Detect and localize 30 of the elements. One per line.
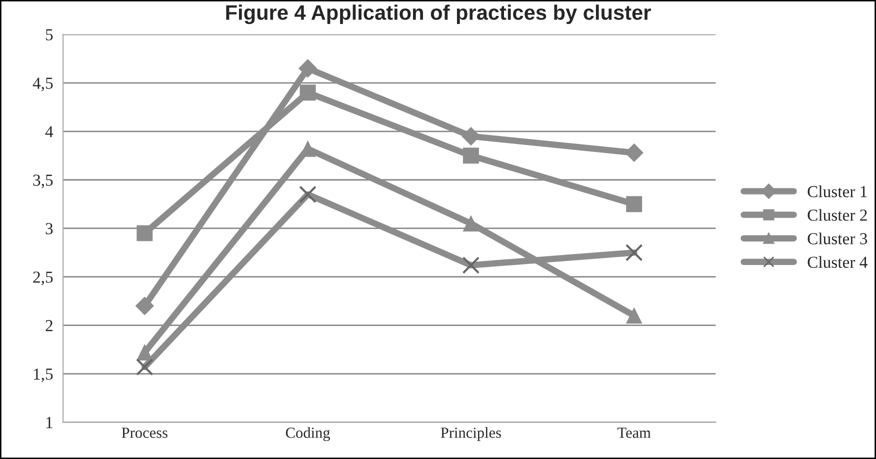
point (625, 244, 643, 262)
point (462, 148, 479, 164)
point (300, 84, 316, 101)
point (136, 358, 154, 376)
point (626, 308, 642, 324)
x-tick-label: Principles (440, 427, 501, 441)
y-tick-label: 1,5 (34, 368, 53, 382)
y-tick-label: 5 (46, 29, 53, 40)
y-tick-label: 4,5 (32, 78, 53, 92)
legend-label: Cluster 1 (808, 186, 867, 198)
point (626, 196, 642, 212)
y-tick-label: 4 (45, 126, 54, 138)
legend-label: Cluster 3 (808, 232, 868, 244)
y-tick-label: 1 (46, 417, 52, 428)
y-tick-label: 2,5 (33, 272, 53, 286)
y-tick-label: 2 (46, 320, 52, 332)
point (136, 225, 153, 242)
point (135, 296, 154, 316)
x-tick-label: Process (122, 428, 168, 438)
chart-title: Figure 4 Application of practices by cluster (226, 4, 651, 24)
point (299, 186, 316, 204)
point (298, 59, 317, 78)
point (462, 216, 479, 232)
x-tick-label: Coding (286, 427, 330, 442)
x-tick-label: Team (618, 428, 651, 438)
point (462, 256, 480, 274)
legend-label: Cluster 4 (808, 256, 868, 268)
y-tick-label: 3,5 (33, 174, 53, 188)
legend-label: Cluster 2 (808, 209, 867, 221)
y-tick-label: 3 (46, 223, 53, 234)
